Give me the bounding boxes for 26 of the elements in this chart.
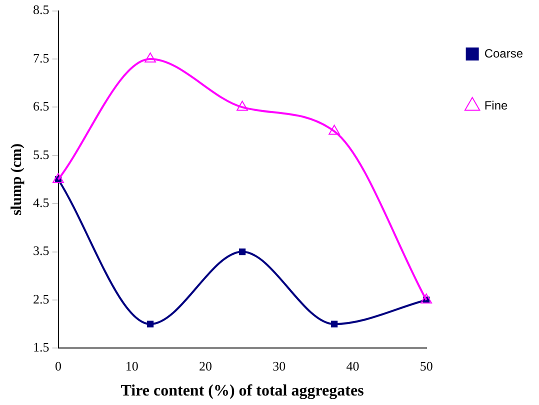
x-tick-label: 50 xyxy=(420,358,433,374)
point xyxy=(236,100,248,111)
legend-label: Coarse xyxy=(484,46,524,60)
point xyxy=(330,320,338,328)
y-tick-label: 4.5 xyxy=(33,195,50,210)
point xyxy=(238,248,246,256)
x-axis-title: Tire content (%) of total aggregates xyxy=(120,382,364,400)
y-tick-label: 1.5 xyxy=(33,340,50,355)
x-tick-label: 0 xyxy=(55,358,62,374)
x-tick-label: 40 xyxy=(346,358,360,374)
point xyxy=(328,124,340,135)
y-tick-label: 2.5 xyxy=(33,291,50,306)
point xyxy=(144,52,156,62)
point xyxy=(52,173,64,183)
point xyxy=(420,294,432,304)
y-tick-label: 5.5 xyxy=(33,146,50,162)
y-tick-label: 8.5 xyxy=(33,2,50,18)
y-tick-label: 6.5 xyxy=(33,98,50,114)
point xyxy=(146,320,154,328)
x-tick-label: 20 xyxy=(198,358,212,374)
x-tick-label: 10 xyxy=(125,358,138,374)
y-tick-label: 3.5 xyxy=(33,243,50,258)
x-tick-label: 30 xyxy=(272,358,286,374)
y-tick-label: 7.5 xyxy=(33,50,50,66)
y-axis-title: slump (cm) xyxy=(8,143,25,216)
legend-label: Fine xyxy=(484,98,508,112)
